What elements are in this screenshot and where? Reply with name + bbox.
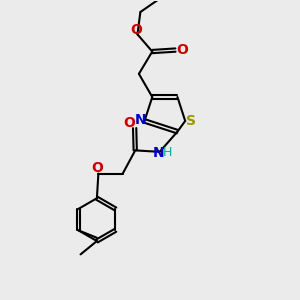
Text: O: O: [123, 116, 135, 130]
Text: O: O: [176, 43, 188, 57]
Text: N: N: [135, 113, 146, 127]
Text: H: H: [163, 146, 172, 159]
Text: O: O: [91, 161, 103, 175]
Text: S: S: [186, 114, 196, 128]
Text: N: N: [153, 146, 164, 160]
Text: O: O: [130, 23, 142, 37]
